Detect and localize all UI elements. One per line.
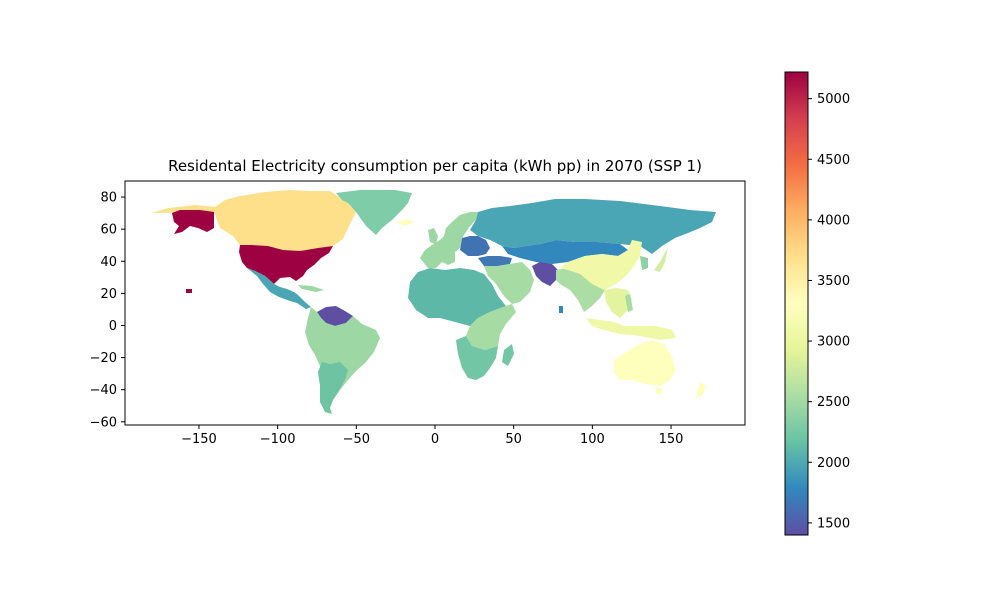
region-alaska[interactable] xyxy=(172,210,214,234)
x-tick-label: −50 xyxy=(343,432,370,447)
y-tick-label: −40 xyxy=(90,383,117,398)
region-australia[interactable] xyxy=(614,340,676,386)
region-sri-lanka[interactable] xyxy=(559,306,563,313)
region-southern-cone[interactable] xyxy=(318,362,348,414)
colorbar-axis: 1500 2000 2500 3000 3500 4000 4500 5000 xyxy=(808,92,850,531)
region-hawaii[interactable] xyxy=(186,289,192,293)
region-east-africa[interactable] xyxy=(466,304,516,350)
region-northern-africa[interactable] xyxy=(408,268,506,326)
colorbar-tick-label: 3000 xyxy=(817,335,850,350)
region-philippines[interactable] xyxy=(625,294,633,312)
region-southern-africa[interactable] xyxy=(456,336,498,380)
x-axis: −150 −100 −50 0 50 100 150 xyxy=(181,425,683,447)
region-western-europe[interactable] xyxy=(420,212,478,268)
region-caribbean[interactable] xyxy=(298,285,324,292)
region-china[interactable] xyxy=(560,240,642,290)
map-regions xyxy=(152,190,716,414)
chart-title: Residental Electricity consumption per c… xyxy=(168,157,702,175)
region-russia[interactable] xyxy=(470,199,716,254)
region-canada[interactable] xyxy=(152,190,356,251)
x-tick-label: −100 xyxy=(260,432,296,447)
y-tick-label: 60 xyxy=(100,223,117,238)
region-uk[interactable] xyxy=(428,228,438,244)
region-venezuela-guianas[interactable] xyxy=(317,306,353,326)
colorbar-tick-label: 4500 xyxy=(817,153,850,168)
y-tick-label: −20 xyxy=(90,351,117,366)
region-japan[interactable] xyxy=(654,248,668,272)
region-indonesia[interactable] xyxy=(586,318,676,340)
region-iceland[interactable] xyxy=(396,219,414,226)
colorbar xyxy=(784,71,809,536)
region-pakistan-afghanistan[interactable] xyxy=(532,262,558,286)
x-tick-label: 0 xyxy=(431,432,439,447)
region-central-europe[interactable] xyxy=(460,236,490,256)
region-mexico-central-america[interactable] xyxy=(247,268,311,309)
y-tick-label: 0 xyxy=(109,319,117,334)
colorbar-tick-label: 3500 xyxy=(817,274,850,289)
x-tick-label: 50 xyxy=(505,432,522,447)
region-new-zealand[interactable] xyxy=(696,382,706,398)
region-greenland[interactable] xyxy=(336,190,412,235)
x-tick-label: 100 xyxy=(580,432,605,447)
colorbar-tick-label: 2000 xyxy=(817,456,850,471)
region-turkey[interactable] xyxy=(478,256,512,266)
colorbar-tick-label: 1500 xyxy=(817,516,850,531)
region-madagascar[interactable] xyxy=(502,344,514,366)
region-southeast-asia[interactable] xyxy=(604,288,632,318)
y-tick-label: 20 xyxy=(100,287,117,302)
colorbar-tick-label: 2500 xyxy=(817,395,850,410)
y-tick-label: −60 xyxy=(90,415,117,430)
region-korea[interactable] xyxy=(640,256,648,270)
region-tasmania[interactable] xyxy=(656,388,662,394)
colorbar-tick-label: 5000 xyxy=(817,92,850,107)
y-tick-label: 80 xyxy=(100,191,117,206)
x-tick-label: 150 xyxy=(659,432,684,447)
colorbar-tick-label: 4000 xyxy=(817,213,850,228)
region-usa[interactable] xyxy=(239,245,333,284)
x-tick-label: −150 xyxy=(181,432,217,447)
region-middle-east[interactable] xyxy=(484,262,534,304)
region-central-asia[interactable] xyxy=(502,240,628,264)
y-axis: −60 −40 −20 0 20 40 60 80 xyxy=(90,191,125,430)
y-tick-label: 40 xyxy=(100,255,117,270)
